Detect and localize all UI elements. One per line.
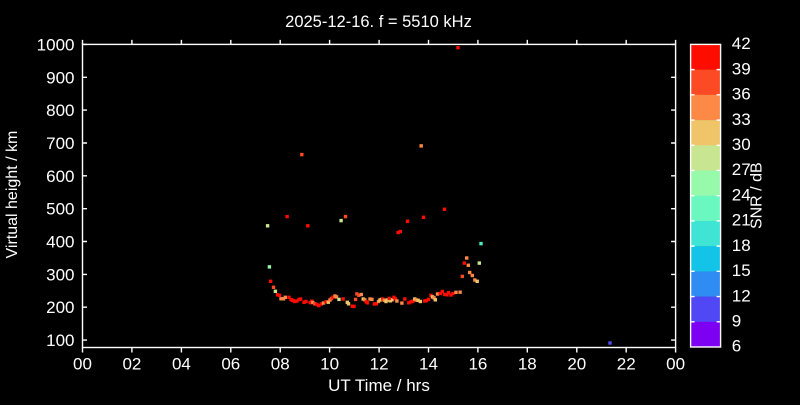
svg-text:700: 700 (46, 134, 74, 153)
svg-text:22: 22 (617, 355, 636, 374)
svg-text:04: 04 (172, 355, 191, 374)
svg-text:100: 100 (46, 331, 74, 350)
svg-text:9: 9 (732, 312, 741, 331)
svg-text:14: 14 (419, 355, 438, 374)
svg-text:12: 12 (370, 355, 389, 374)
svg-text:36: 36 (732, 85, 751, 104)
svg-text:600: 600 (46, 167, 74, 186)
svg-text:400: 400 (46, 233, 74, 252)
svg-text:1000: 1000 (37, 35, 75, 54)
svg-text:UT Time / hrs: UT Time / hrs (328, 376, 430, 395)
svg-text:30: 30 (732, 135, 751, 154)
svg-text:6: 6 (732, 337, 741, 356)
svg-text:33: 33 (732, 110, 751, 129)
svg-text:06: 06 (221, 355, 240, 374)
svg-text:16: 16 (468, 355, 487, 374)
svg-text:18: 18 (732, 236, 751, 255)
svg-text:02: 02 (122, 355, 141, 374)
svg-text:800: 800 (46, 101, 74, 120)
svg-text:15: 15 (732, 261, 751, 280)
svg-text:300: 300 (46, 265, 74, 284)
svg-text:200: 200 (46, 298, 74, 317)
svg-text:39: 39 (732, 59, 751, 78)
svg-text:2025-12-16. f = 5510 kHz: 2025-12-16. f = 5510 kHz (285, 13, 472, 31)
svg-text:10: 10 (320, 355, 339, 374)
svg-text:00: 00 (73, 355, 92, 374)
svg-text:42: 42 (732, 34, 751, 53)
svg-text:Virtual height / km: Virtual height / km (4, 131, 21, 259)
svg-text:18: 18 (518, 355, 537, 374)
svg-text:SNR / dB: SNR / dB (749, 162, 766, 229)
svg-text:12: 12 (732, 286, 751, 305)
svg-text:00: 00 (666, 355, 685, 374)
svg-text:27: 27 (732, 160, 751, 179)
svg-text:21: 21 (732, 211, 751, 230)
svg-text:24: 24 (732, 185, 751, 204)
svg-text:900: 900 (46, 68, 74, 87)
svg-text:500: 500 (46, 200, 74, 219)
svg-text:20: 20 (567, 355, 586, 374)
svg-text:08: 08 (271, 355, 290, 374)
